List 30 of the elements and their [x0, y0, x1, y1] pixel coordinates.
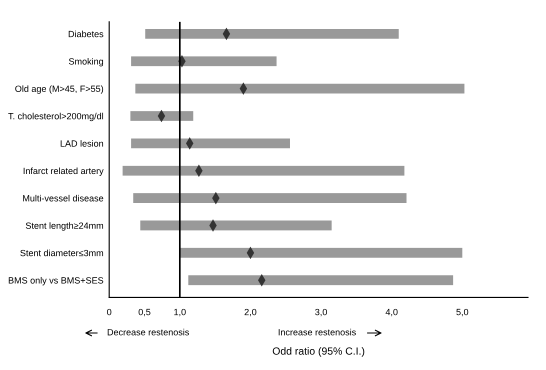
y-tick-label: Old age (M>45, F>55)	[15, 85, 104, 94]
bar	[133, 193, 407, 204]
text: Decrease restenosis	[108, 328, 189, 336]
y-tick-label: BMS only vs BMS+SES	[8, 276, 104, 286]
bar	[145, 28, 399, 39]
x-axis-title: Odd ratio (95% C.I.)	[272, 347, 364, 357]
y-tick-label: Stent diameter≤3mm	[20, 250, 104, 256]
y-tick-label: T. cholesterol>200mg/dl	[8, 112, 104, 122]
x-tick-label: 2,0	[244, 308, 256, 316]
y-tick-label: Smoking	[68, 58, 104, 66]
y-tick-label: LAD lesion	[60, 140, 104, 147]
text: Increase restenosis	[278, 328, 356, 336]
bar	[135, 84, 464, 94]
y-tick-label: Diabetes	[68, 30, 104, 38]
bar	[131, 56, 277, 66]
x-tick-label: 5,0	[456, 308, 468, 316]
bar	[131, 138, 290, 148]
x-tick-label: 0,5	[138, 308, 150, 316]
x-tick-label: 1,0	[174, 308, 186, 316]
bar	[188, 275, 454, 286]
bar	[180, 248, 462, 258]
x-tick-label: 0	[107, 308, 112, 316]
y-tick-label: Infarct related artery	[24, 167, 104, 176]
y-tick-label: Multi-vessel disease	[23, 194, 104, 202]
x-tick-label: 3,0	[315, 308, 327, 316]
bar	[122, 166, 404, 176]
bar	[130, 111, 194, 121]
x-tick-label: 4,0	[386, 308, 398, 316]
bar	[140, 220, 332, 230]
y-tick-label: Stent length≥24mm	[26, 222, 104, 231]
